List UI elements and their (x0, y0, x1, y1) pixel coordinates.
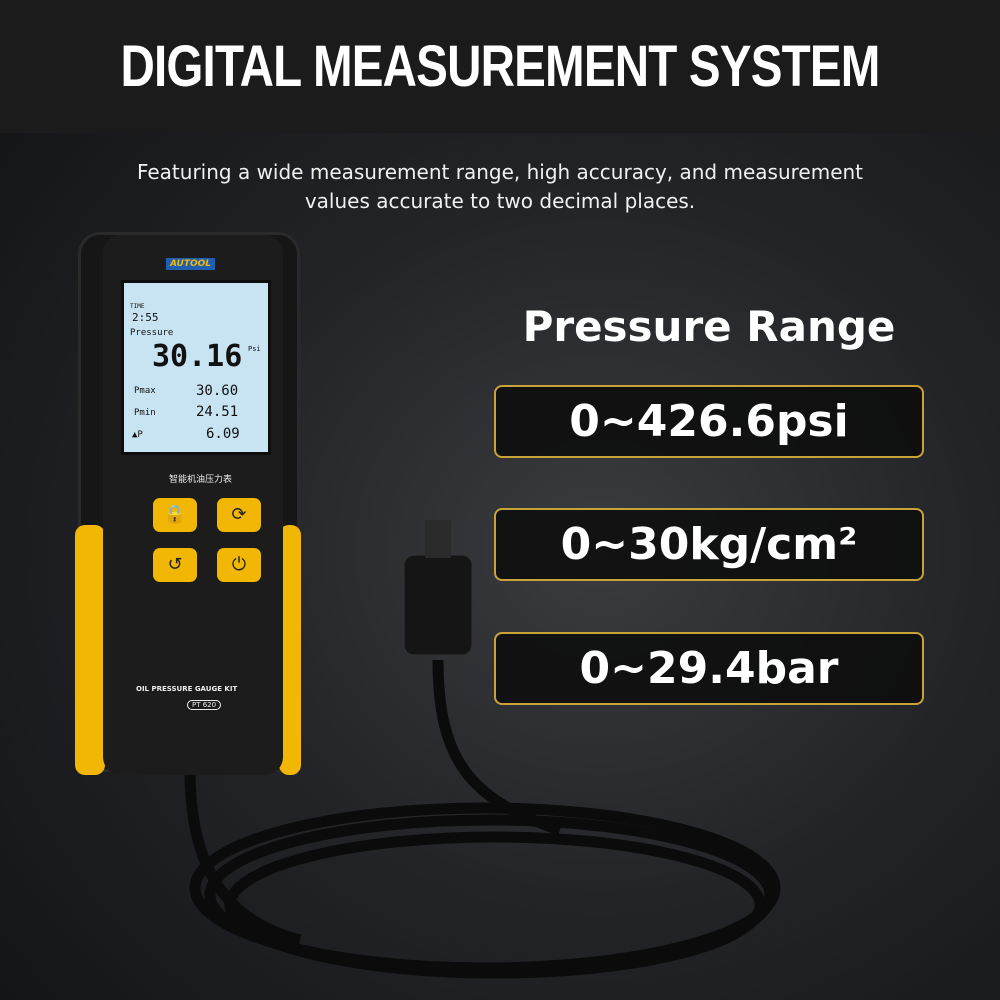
reset-button[interactable]: ↺ (153, 548, 197, 582)
pressure-unit: Psi (248, 345, 261, 353)
delta-p-label: ▲P (132, 430, 143, 440)
refresh-button[interactable]: ⟳ (217, 498, 261, 532)
subtitle-line-1: Featuring a wide measurement range, high… (136, 160, 864, 184)
lock-icon: 🔒 (163, 504, 187, 525)
kit-label: OIL PRESSURE GAUGE KIT (136, 685, 238, 693)
pressure-gauge-device: AUTOOL TIME 2:55 Pressure 30.16 Psi Pmax… (75, 232, 301, 775)
header-banner (0, 0, 1000, 133)
power-button[interactable]: ⏻ (217, 548, 261, 582)
pmax-label: Pmax (134, 386, 156, 396)
page-title: DIGITAL MEASUREMENT SYSTEM (120, 34, 880, 99)
pmin-label: Pmin (134, 408, 156, 418)
range-psi: 0~426.6psi (494, 385, 924, 458)
pmax-value: 30.60 (196, 383, 239, 399)
pmin-value: 24.51 (196, 404, 239, 420)
chinese-label: 智能机油压力表 (169, 475, 233, 485)
undo-icon: ↺ (167, 554, 183, 575)
subtitle-line-2: values accurate to two decimal places. (304, 189, 696, 213)
yellow-grip-right (279, 525, 301, 775)
subtitle: Featuring a wide measurement range, high… (0, 158, 1000, 216)
range-kgcm2: 0~30kg/cm² (494, 508, 924, 581)
pressure-value: 30.16 (152, 339, 243, 374)
range-bar: 0~29.4bar (494, 632, 924, 705)
lock-button[interactable]: 🔒 (153, 498, 197, 532)
time-value: 2:55 (132, 311, 159, 324)
pressure-label: Pressure (130, 328, 174, 338)
brand-logo: AUTOOL (166, 258, 216, 270)
delta-p-value: 6.09 (206, 426, 240, 442)
lcd-screen: TIME 2:55 Pressure 30.16 Psi Pmax 30.60 … (121, 280, 271, 455)
power-icon: ⏻ (231, 554, 247, 575)
time-label: TIME (130, 303, 145, 310)
yellow-grip-left (75, 525, 105, 775)
refresh-icon: ⟳ (231, 504, 247, 525)
model-badge: PT 620 (187, 700, 222, 710)
pressure-range-heading: Pressure Range (522, 302, 896, 351)
